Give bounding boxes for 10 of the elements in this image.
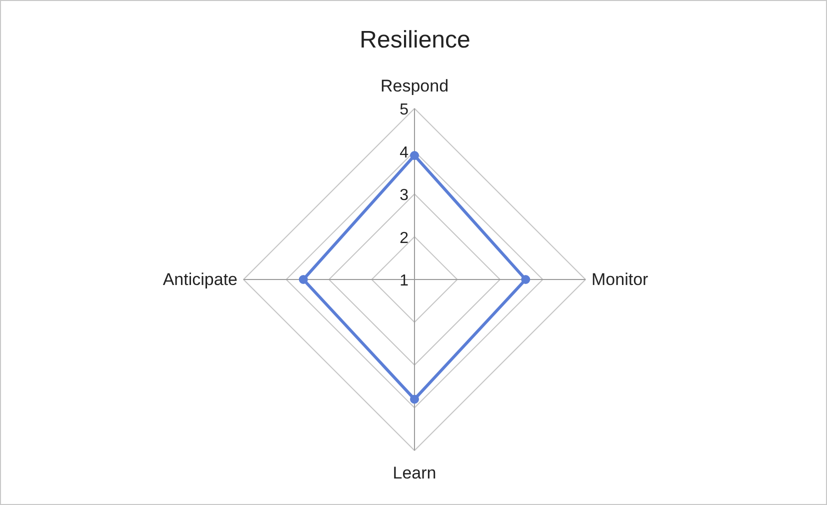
spoke-label: Monitor (592, 270, 649, 289)
spoke-label: Respond (380, 76, 449, 96)
y-tick-label: 4 (400, 144, 409, 162)
y-tick-label: 5 (400, 102, 409, 118)
spoke-label: Anticipate (162, 270, 238, 289)
y-tick-label: 1 (400, 272, 409, 290)
y-tick-label: 3 (400, 187, 409, 204)
y-tick-label: 2 (400, 230, 409, 247)
spoke-label: Learn (392, 464, 436, 482)
chart-title: Resilience (360, 26, 470, 54)
